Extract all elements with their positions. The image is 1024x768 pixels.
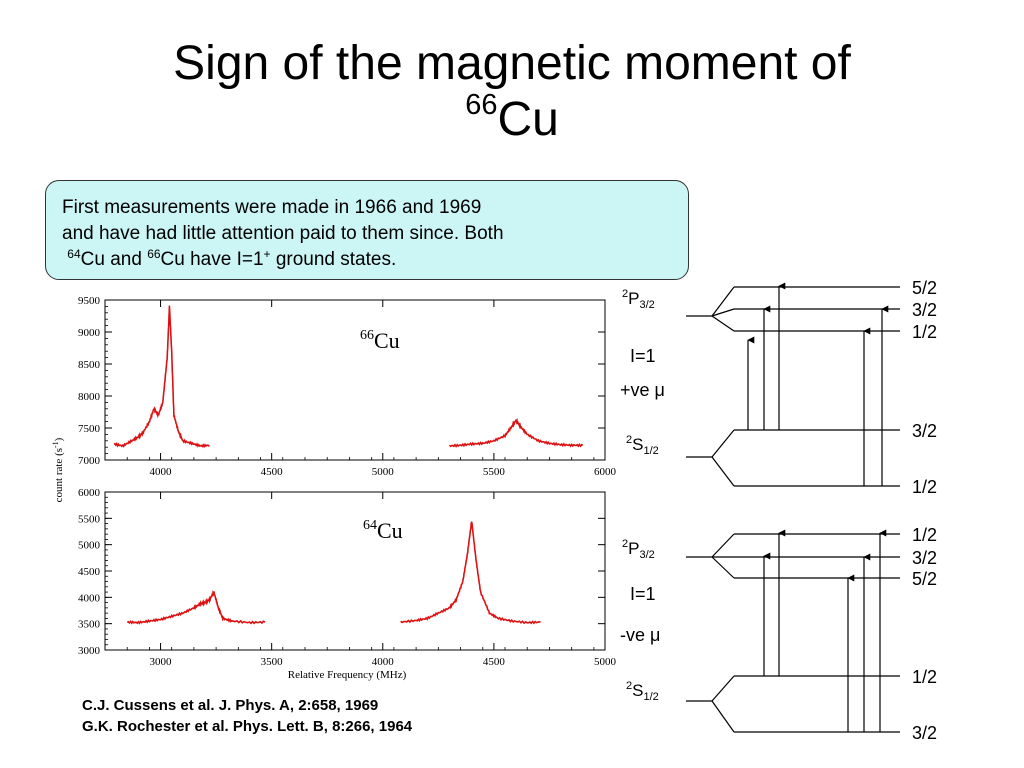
title-mass-number: 66	[465, 89, 498, 121]
title-line-1: Sign of the magnetic moment of	[173, 37, 851, 90]
moment-sign-label: -ve μ	[620, 625, 660, 645]
p-state-label: 2P3/2	[622, 288, 655, 311]
y-tick-label: 6000	[78, 487, 101, 499]
s-level-label: 1/2	[912, 477, 937, 497]
y-tick-label: 3500	[78, 619, 101, 631]
references: C.J. Cussens et al. J. Phys. A, 2:658, 1…	[82, 695, 412, 737]
p-level-label: 3/2	[912, 548, 937, 568]
moment-sign-label: +ve μ	[620, 380, 665, 400]
s-fork	[711, 675, 735, 702]
title-element: Cu	[497, 93, 559, 146]
p-fork	[711, 315, 735, 332]
s-fork	[711, 700, 735, 733]
s-level-label: 1/2	[912, 667, 937, 687]
x-tick-label: 4000	[372, 656, 395, 668]
x-tick-label: 3000	[150, 656, 173, 668]
s-state-label: 2S1/2	[626, 680, 659, 703]
callout-text-c: ground states.	[270, 249, 397, 270]
p-fork	[711, 286, 735, 317]
y-tick-label: 9000	[78, 327, 101, 339]
y-tick-label: 9500	[78, 295, 101, 307]
y-tick-label: 4500	[78, 566, 101, 578]
chart-panel-0: 7000 7500 8000 8500 9000 9500 4000 4500 5000 5500…	[51, 295, 617, 502]
p-fork	[711, 308, 735, 317]
spectrum-series-1	[400, 521, 541, 625]
isotope-label: 64Cu	[363, 518, 403, 543]
callout-mass-b: 66	[147, 247, 161, 261]
y-tick-label: 4000	[78, 592, 101, 604]
x-tick-label: 4500	[483, 656, 506, 668]
slide-title: Sign of the magnetic moment of 66Cu	[0, 36, 1024, 148]
y-tick-label: 7000	[78, 455, 101, 467]
callout-text-a: Cu and	[80, 249, 148, 270]
x-tick-label: 4500	[261, 466, 284, 478]
y-tick-label: 8000	[78, 391, 101, 403]
p-level-label: 1/2	[912, 322, 937, 342]
spin-label: I=1	[630, 584, 656, 604]
reference-1: C.J. Cussens et al. J. Phys. A, 2:658, 1…	[82, 697, 379, 714]
callout-line-1: First measurements were made in 1966 and…	[62, 197, 482, 218]
isotope-label: 66Cu	[360, 328, 400, 353]
reference-2: G.K. Rochester et al. Phys. Lett. B, 8:2…	[82, 718, 413, 735]
p-level-label: 1/2	[912, 525, 937, 545]
plot-frame	[104, 299, 606, 461]
x-tick-label: 6000	[594, 466, 617, 478]
callout-mass-a: 64	[67, 247, 81, 261]
spectrum-series-0	[113, 305, 210, 449]
p-fork	[711, 533, 735, 558]
spin-label: I=1	[630, 346, 656, 366]
x-tick-label: 4000	[150, 466, 173, 478]
y-tick-label: 8500	[78, 359, 101, 371]
y-axis-label: count rate (s-1)	[51, 437, 65, 502]
chart-panel-1: 3000 3500 4000 4500 5000 5500 6000 3000 3500 4000…	[78, 487, 617, 681]
spectrum-series-1	[448, 417, 584, 448]
callout-parity: +	[263, 247, 271, 261]
y-tick-label: 7500	[78, 423, 101, 435]
callout-text-b: Cu have I=1	[160, 249, 264, 270]
s-level-label: 3/2	[912, 723, 937, 743]
callout-line-3: 64Cu and 66Cu have I=1+ ground states.	[62, 247, 688, 273]
p-level-label: 5/2	[912, 278, 937, 298]
callout-line-2: and have had little attention paid to th…	[62, 223, 504, 244]
x-tick-label: 5000	[594, 656, 617, 668]
p-level-label: 5/2	[912, 569, 937, 589]
x-tick-label: 5500	[483, 466, 506, 478]
spectrum-series-0	[126, 590, 266, 625]
x-axis-label: Relative Frequency (MHz)	[288, 669, 407, 681]
x-tick-label: 5000	[372, 466, 395, 478]
callout-box: First measurements were made in 1966 and…	[45, 180, 689, 280]
s-state-label: 2S1/2	[626, 434, 659, 457]
y-tick-label: 3000	[78, 645, 101, 657]
p-state-label: 2P3/2	[622, 538, 655, 561]
s-fork	[711, 456, 735, 487]
p-fork	[711, 556, 735, 579]
s-level-label: 3/2	[912, 421, 937, 441]
y-tick-label: 5500	[78, 513, 101, 525]
title-line-2: 66Cu	[0, 89, 1024, 148]
p-level-label: 3/2	[912, 300, 937, 320]
x-tick-label: 3500	[261, 656, 284, 668]
y-tick-label: 5000	[78, 540, 101, 552]
s-fork	[711, 429, 735, 458]
